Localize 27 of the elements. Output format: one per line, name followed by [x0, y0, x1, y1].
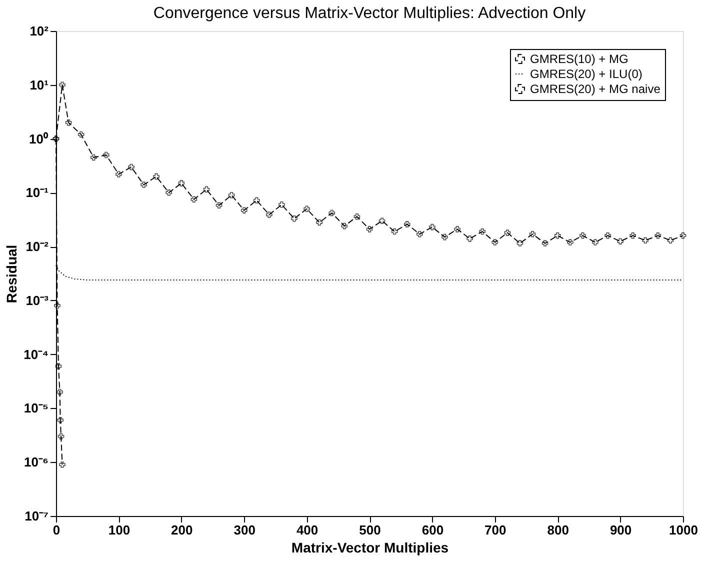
x-tick-label: 0 — [52, 522, 60, 538]
x-tick-label: 100 — [108, 522, 130, 538]
y-axis-title: Residual — [4, 244, 20, 304]
y-tick-label: 10² — [30, 24, 50, 38]
legend-label: GMRES(20) + ILU(0) — [530, 67, 642, 81]
x-tick-label: 500 — [359, 522, 381, 538]
x-tick-label: 600 — [422, 522, 444, 538]
x-tick-label: 300 — [234, 522, 256, 538]
y-tick-label: 10⁻⁷ — [24, 508, 48, 524]
y-tick-label: 10⁻⁴ — [24, 346, 48, 362]
y-tick-label: 10⁻³ — [26, 292, 50, 308]
x-tick-label: 1000 — [669, 522, 698, 538]
y-tick-label: 10⁻⁵ — [24, 400, 48, 416]
x-tick-label: 800 — [547, 522, 569, 538]
y-tick-label: 10¹ — [30, 77, 48, 92]
x-tick-label: 400 — [296, 522, 318, 538]
x-tick-label: 200 — [171, 522, 193, 538]
x-tick-label: 700 — [484, 522, 506, 538]
y-tick-label: 10⁻⁶ — [24, 454, 49, 470]
y-tick-label: 10⁰ — [29, 131, 48, 146]
legend-label: GMRES(10) + MG — [530, 52, 628, 66]
legend-label: GMRES(20) + MG naive — [530, 82, 661, 96]
x-axis-title: Matrix-Vector Multiplies — [291, 540, 449, 556]
y-tick-label: 10⁻¹ — [26, 185, 48, 200]
x-tick-label: 900 — [610, 522, 632, 538]
chart-title: Convergence versus Matrix-Vector Multiplies: Advection Only — [153, 5, 586, 22]
y-tick-label: 10⁻² — [26, 239, 50, 254]
